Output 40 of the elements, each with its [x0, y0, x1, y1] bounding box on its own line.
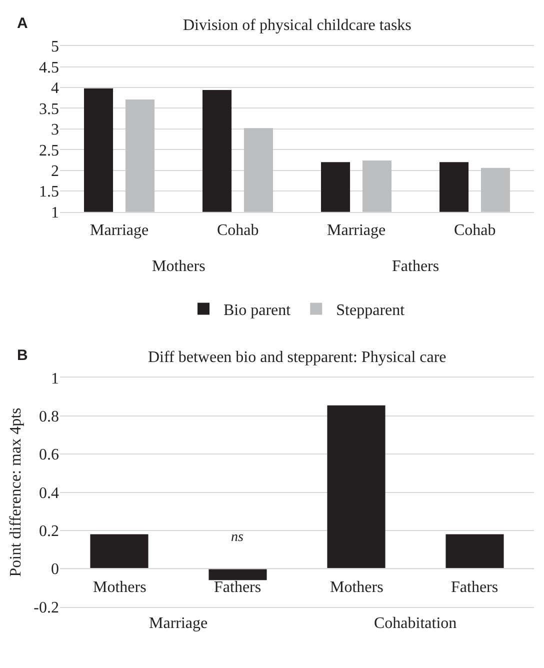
x-tick-label: Mothers — [93, 579, 146, 596]
y-tick-label: 0 — [51, 561, 59, 578]
data-label: ns — [231, 530, 244, 545]
text: Marriage — [149, 615, 208, 632]
y-tick-label: 2 — [51, 163, 59, 180]
text: A — [17, 15, 28, 32]
chart-title: Diff between bio and stepparent: Physical care — [148, 349, 446, 366]
bar — [208, 568, 267, 580]
text: Mothers — [152, 258, 206, 275]
x-tick-label: Fathers — [214, 579, 262, 596]
chart-title: Division of physical childcare tasks — [183, 17, 412, 34]
text: Fathers — [392, 258, 440, 275]
legend-label: Stepparent — [336, 302, 406, 319]
y-tick-label: 1 — [51, 370, 59, 388]
x-tick-label: Cohab — [217, 222, 259, 239]
y-tick-label: 5 — [51, 38, 59, 56]
y-tick-label: 3 — [51, 122, 59, 139]
x-tick-label: Cohab — [454, 222, 496, 239]
x-tick-label: Marriage — [90, 222, 149, 239]
y-tick-label: 1.5 — [39, 184, 59, 201]
bar — [327, 405, 386, 569]
y-tick-label: 0.6 — [39, 446, 59, 464]
y-tick-label: -0.2 — [34, 599, 59, 616]
legend-label: Bio parent — [224, 302, 292, 319]
x-tick-label: Fathers — [451, 579, 498, 596]
y-axis-title: Point difference: max 4pts — [8, 408, 25, 577]
bar — [90, 534, 148, 569]
y-tick-label: 4 — [51, 80, 59, 98]
x-tick-label: Marriage — [327, 222, 386, 239]
y-tick-label: 4.5 — [39, 59, 59, 76]
y-tick-label: 0.8 — [39, 408, 59, 426]
text: Cohabitation — [374, 615, 457, 632]
y-tick-label: 2.5 — [39, 142, 59, 160]
y-tick-label: 0.4 — [39, 484, 59, 502]
text: B — [17, 347, 28, 364]
y-tick-label: 1 — [51, 204, 59, 222]
bar — [446, 534, 504, 569]
x-tick-label: Mothers — [330, 579, 384, 596]
y-tick-label: 3.5 — [39, 100, 59, 118]
y-tick-label: 0.2 — [39, 523, 59, 540]
